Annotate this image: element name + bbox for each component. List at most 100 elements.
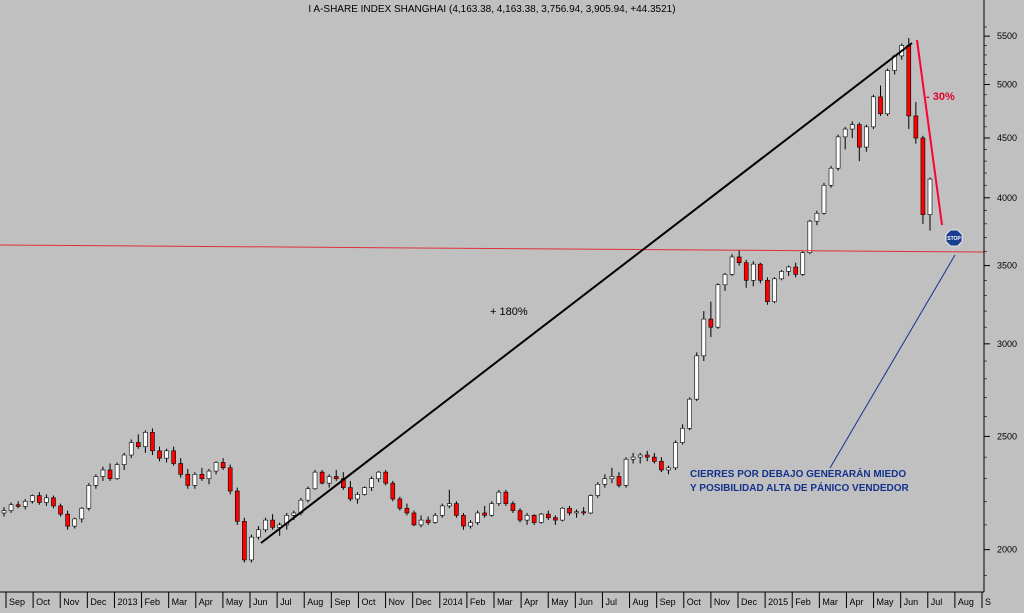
candle-body <box>743 262 749 281</box>
candle-body <box>333 476 339 480</box>
candle <box>128 439 134 459</box>
candle <box>213 461 219 475</box>
x-tick-label: Feb <box>795 597 811 607</box>
candle <box>319 469 325 485</box>
candle-body <box>673 442 678 469</box>
candle <box>609 467 615 484</box>
candle-body <box>609 476 615 480</box>
candle <box>835 134 841 171</box>
candle <box>256 526 261 540</box>
candle <box>885 68 890 116</box>
x-tick-label: Dec <box>90 597 107 607</box>
candle <box>242 517 247 563</box>
candle <box>411 510 417 527</box>
candle-body <box>531 515 537 523</box>
candle-body <box>538 513 544 523</box>
candle <box>58 503 63 517</box>
candle <box>178 458 184 478</box>
candle <box>920 135 926 224</box>
candle-body <box>326 476 332 484</box>
candle <box>439 503 445 518</box>
candle <box>871 94 876 130</box>
candle-body <box>376 471 381 480</box>
candle <box>694 352 700 402</box>
candle <box>503 489 509 506</box>
candle-body <box>758 263 763 281</box>
candle-body <box>348 487 353 500</box>
candle-body <box>701 318 707 357</box>
candle-body <box>213 462 219 472</box>
candle <box>701 311 707 362</box>
candle-body <box>44 497 49 503</box>
candle <box>44 494 49 506</box>
candle <box>348 480 353 502</box>
candle <box>531 514 537 525</box>
candle-body <box>319 471 325 484</box>
candle <box>121 452 127 470</box>
candle <box>913 102 919 144</box>
candle <box>906 37 912 130</box>
x-tick-label: May <box>226 597 244 607</box>
candle <box>199 467 205 481</box>
candle <box>164 448 169 463</box>
candle-body <box>708 318 714 328</box>
candle <box>425 516 431 525</box>
candle-body <box>786 266 791 272</box>
candle <box>750 261 756 287</box>
candle <box>376 471 381 483</box>
candle-body <box>206 470 212 480</box>
candle-body <box>164 450 169 459</box>
candle-body <box>659 461 664 471</box>
candle <box>553 515 558 525</box>
candle-body <box>15 504 21 507</box>
candle-body <box>588 495 594 514</box>
candle-body <box>793 266 798 275</box>
candle-body <box>454 503 459 516</box>
candle-body <box>906 45 912 117</box>
candle-body <box>418 519 424 526</box>
candle-body <box>482 512 487 516</box>
candle-body <box>927 178 933 215</box>
candle <box>270 514 275 530</box>
candle <box>37 492 42 505</box>
x-tick-label: Feb <box>470 597 486 607</box>
candle <box>305 486 311 503</box>
candle-body <box>842 128 848 138</box>
candle <box>623 457 629 488</box>
candle <box>475 510 480 525</box>
candle-body <box>623 458 629 486</box>
candle <box>807 219 813 255</box>
candle <box>637 452 643 464</box>
candle <box>786 265 791 276</box>
candle <box>736 249 742 266</box>
y-tick-label: 3500 <box>997 261 1017 271</box>
candle-body <box>666 467 671 471</box>
candle <box>362 486 367 496</box>
stop-sign-icon: STOP <box>945 229 963 247</box>
candle-body <box>510 503 516 511</box>
candle-body <box>355 494 360 500</box>
candle <box>234 487 240 525</box>
x-tick-label: Nov <box>63 597 80 607</box>
candle-body <box>362 487 367 495</box>
candle-body <box>750 263 756 281</box>
x-tick-label: Aug <box>958 597 974 607</box>
candle-body <box>256 529 261 538</box>
candle-body <box>885 70 890 115</box>
candle-body <box>779 271 784 280</box>
candle <box>157 446 162 462</box>
candle-body <box>630 456 636 460</box>
candle-body <box>878 96 883 115</box>
candle-body <box>192 474 198 486</box>
y-tick-label: 4500 <box>997 133 1017 143</box>
gain-annotation: + 180% <box>490 306 528 318</box>
candle-body <box>652 456 657 462</box>
candle-body <box>157 450 162 459</box>
candle-body <box>602 478 608 485</box>
x-tick-label: 2014 <box>443 597 463 607</box>
candle-body <box>814 212 820 222</box>
candle-body <box>86 485 92 509</box>
x-tick-label: Jun <box>253 597 268 607</box>
x-tick-label: 2015 <box>768 597 788 607</box>
